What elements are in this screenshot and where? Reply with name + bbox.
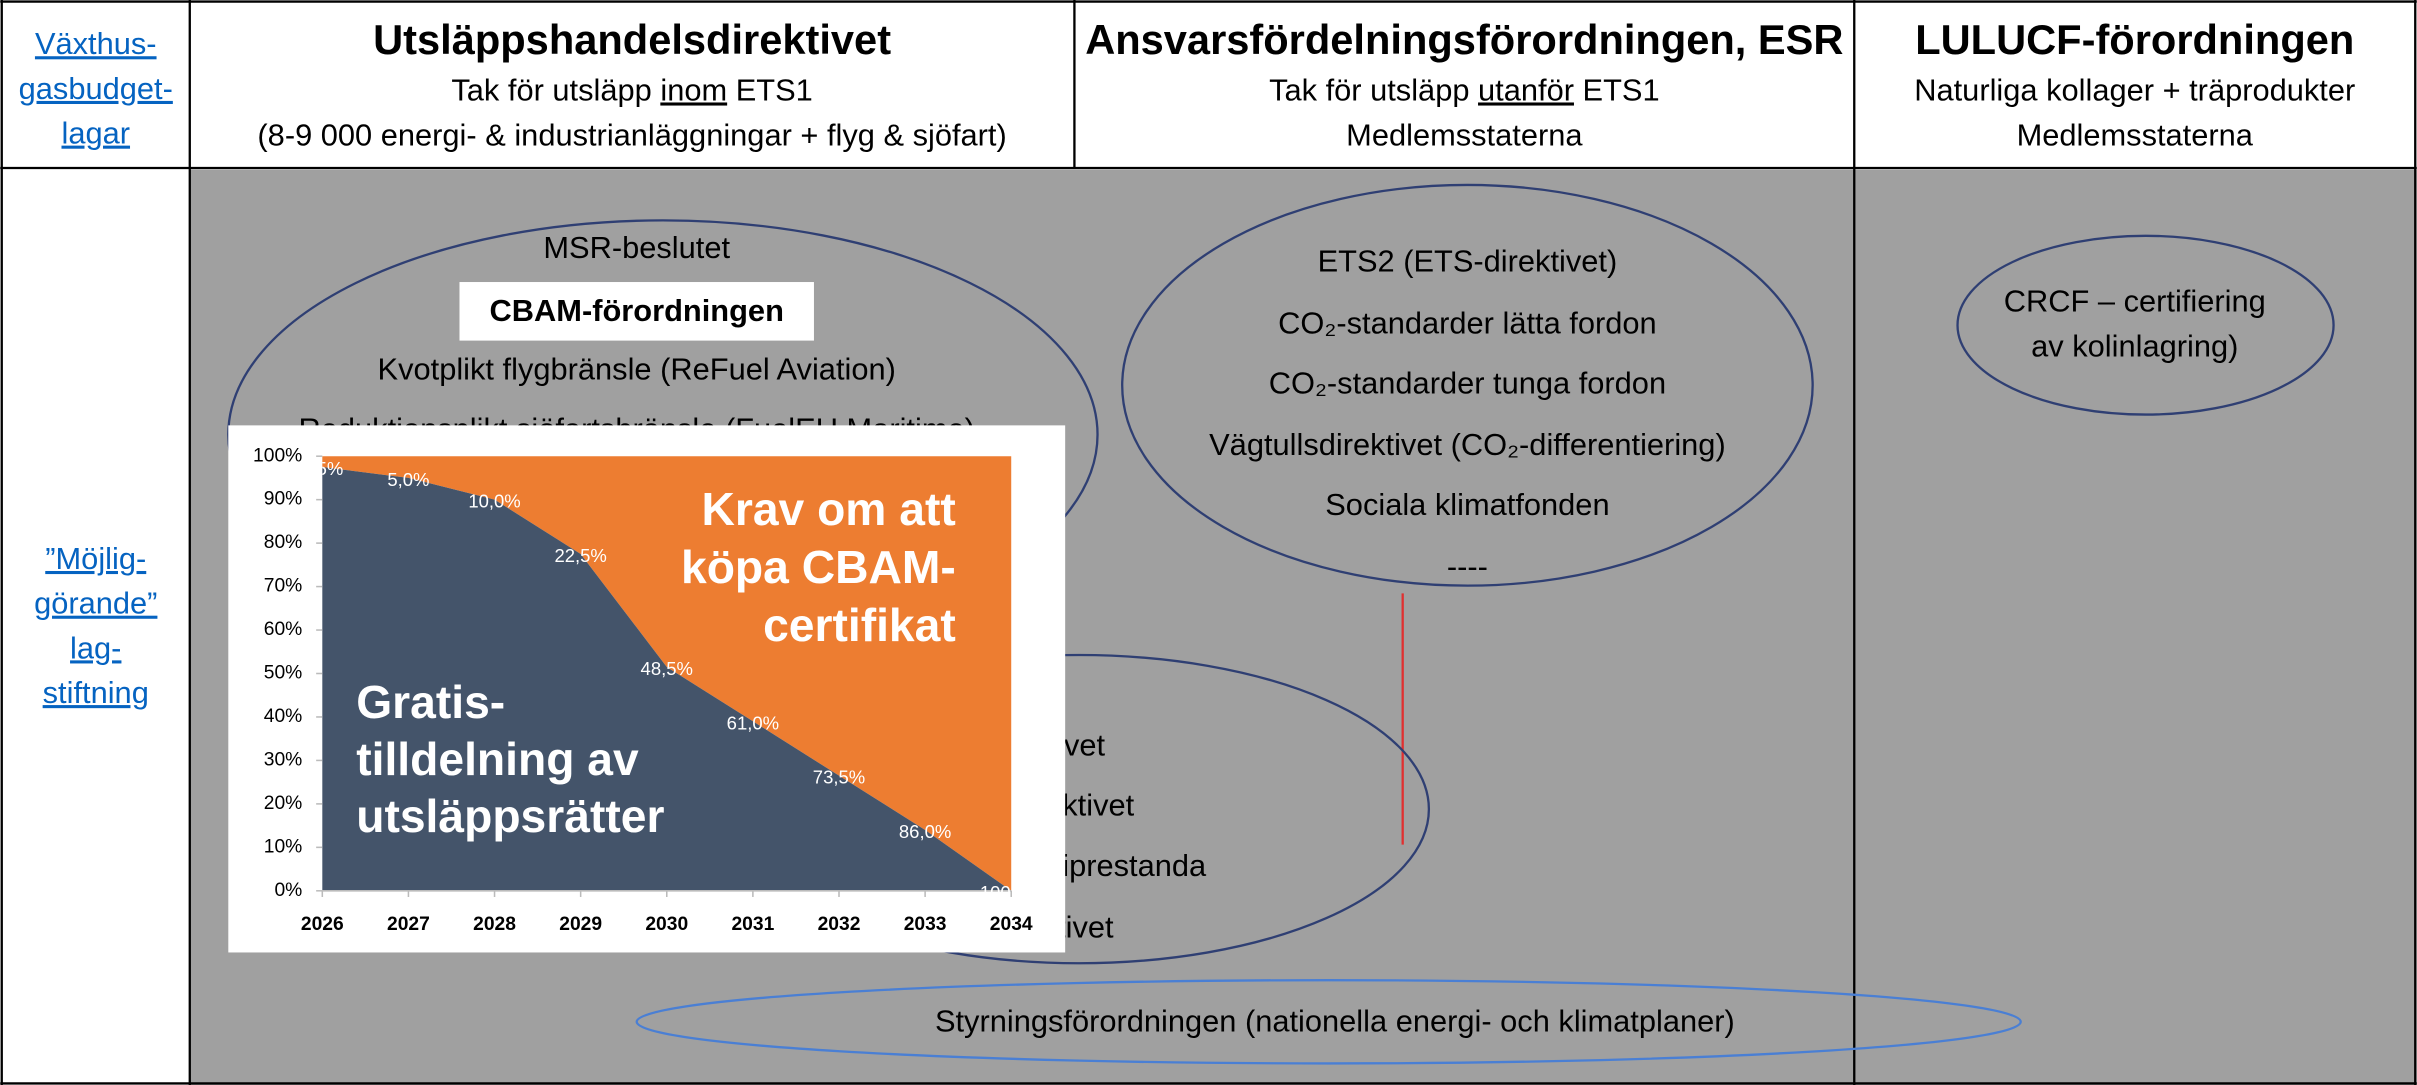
data-label: 2,5% — [301, 458, 343, 479]
y-tick-label: 50% — [264, 663, 303, 684]
x-tick-label: 2027 — [387, 914, 430, 935]
data-label: 22,5% — [554, 545, 606, 566]
data-label: 5,0% — [387, 469, 429, 490]
item: CO₂-standarder lätta fordon — [1278, 305, 1656, 340]
column-subtitle: Tak för utsläpp utanför ETS1 — [1269, 73, 1660, 108]
y-tick-label: 10% — [264, 836, 303, 857]
item: CO₂-standarder tunga fordon — [1269, 365, 1666, 400]
item: Vägtullsdirektivet (CO₂-differentiering) — [1209, 427, 1726, 462]
ellipse — [1121, 183, 1814, 587]
item: Sociala klimatfonden — [1325, 487, 1609, 522]
column-title: Utsläppshandelsdirektivet — [373, 16, 891, 63]
link[interactable]: Växthus-gasbudget-lagar — [19, 26, 173, 150]
x-tick-label: 2029 — [559, 914, 602, 935]
item: CBAM-förordningen — [490, 293, 784, 328]
area — [322, 467, 1012, 891]
y-tick-label: 0% — [274, 880, 302, 901]
highlight-box — [459, 282, 814, 341]
data-label: 48,5% — [641, 658, 693, 679]
x-tick-label: 2033 — [904, 914, 947, 935]
item: ETS2 (ETS-direktivet) — [1318, 244, 1618, 279]
series-label: Krav om att köpa CBAM-certifikat — [681, 483, 956, 651]
column-title: Ansvarsfördelningsförordningen, ESR — [1085, 16, 1843, 63]
item: Kvotplikt flygbränsle (ReFuel Aviation) — [378, 352, 896, 387]
x-tick-label: 2028 — [473, 914, 516, 935]
ellipse — [635, 979, 2022, 1065]
y-tick-label: 90% — [264, 489, 303, 510]
area — [322, 456, 1012, 891]
column-subtitle: Medlemsstaterna — [2017, 117, 2254, 152]
x-tick-label: 2030 — [645, 914, 688, 935]
column-title: LULUCF-förordningen — [1915, 16, 2354, 63]
data-label: 61,0% — [727, 712, 779, 733]
data-label: 73,5% — [813, 767, 865, 788]
y-tick-label: 100% — [253, 445, 302, 466]
column-subtitle: Naturliga kollager + träprodukter — [1914, 73, 2355, 108]
data-label: 100,0% — [980, 882, 1043, 903]
link[interactable]: ”Möjlig-görande” lag-stiftning — [34, 541, 157, 710]
column-subtitle: Medlemsstaterna — [1346, 117, 1583, 152]
x-tick-label: 2032 — [818, 914, 861, 935]
item: Styrningsförordningen (nationella energi… — [935, 1003, 1735, 1038]
x-tick-label: 2034 — [990, 914, 1033, 935]
column-subtitle: Tak för utsläpp inom ETS1 — [451, 73, 812, 108]
chart: 0% 10% 20% 30% 40% 50% 60% 70% 80% 90% 100% 2026 202… — [253, 445, 1043, 935]
item: CRCF – certifiering av kolinlagring) — [2004, 284, 2266, 364]
x-tick-label: 2031 — [731, 914, 774, 935]
y-tick-label: 60% — [264, 619, 303, 640]
item: MSR-beslutet — [543, 230, 730, 265]
y-tick-label: 30% — [264, 750, 303, 771]
column-subtitle: (8-9 000 energi- & industrianläggningar … — [257, 117, 1006, 152]
y-tick-label: 70% — [264, 576, 303, 597]
data-labels: 2,5% 5,0% 10,0% 22,5% 48,5% 61,0% 73,5% 86,0% 10… — [301, 458, 1043, 903]
x-tick-label: 2026 — [301, 914, 344, 935]
item: ---- — [1447, 549, 1488, 584]
data-label: 86,0% — [899, 821, 951, 842]
data-label: 10,0% — [468, 491, 520, 512]
y-tick-label: 40% — [264, 706, 303, 727]
series-label: Gratis-tilldelning av utsläppsrätter — [356, 676, 664, 842]
y-tick-label: 20% — [264, 793, 303, 814]
y-tick-label: 80% — [264, 532, 303, 553]
ellipse — [1956, 234, 2335, 416]
